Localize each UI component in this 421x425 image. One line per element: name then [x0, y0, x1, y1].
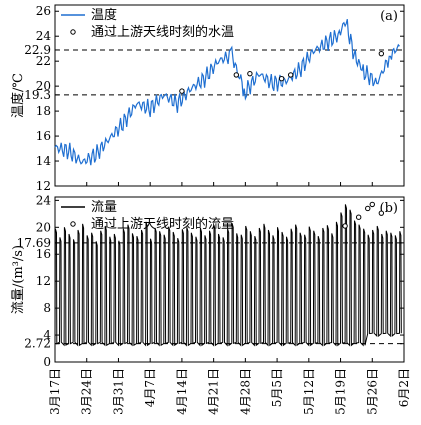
legend-entry-markers: 通过上游天线时刻的水温: [91, 24, 234, 40]
legend-marker-swatch: [70, 29, 76, 35]
x-tick-label: 3月17日: [48, 368, 62, 415]
detection-marker: [287, 72, 294, 78]
detection-marker: [342, 223, 348, 229]
temperature-series-line: [54, 19, 400, 166]
y-tick-label: 22: [36, 54, 51, 68]
temperature-panel: 12 14 16 18 20 22 24 26 22.9 19.3温度/℃ (a) 温度通过上游天线时…: [10, 4, 405, 193]
x-tick-label: 4月7日: [143, 368, 157, 407]
detection-marker: [355, 214, 362, 220]
x-tick-label: 5月5日: [270, 368, 284, 407]
x-tick-label: 3月24日: [80, 368, 94, 415]
reference-line-label: 22.9: [24, 43, 51, 57]
y-tick-label: 20: [36, 79, 51, 93]
shared-date-axis: 3月17日 3月24日 3月31日 4月7日 4月14日 4月21日 4月28日 5月5日 5月…: [48, 182, 411, 415]
y-tick-label: 12: [36, 274, 51, 288]
detection-marker: [369, 201, 375, 208]
reference-line-label: 19.3: [24, 88, 51, 102]
detection-marker: [365, 205, 371, 212]
panel-tag: (b): [380, 201, 398, 216]
y-tick-label: 16: [36, 129, 51, 143]
y-axis-label: 流量/(m³/s): [11, 245, 26, 314]
y-tick-label: 16: [36, 247, 51, 261]
panel-tag: (a): [380, 9, 398, 24]
y-tick-label: 24: [36, 193, 52, 207]
y-tick-label: 2.72: [24, 337, 51, 351]
detection-marker: [247, 70, 253, 77]
legend-entry-series: 温度: [91, 7, 117, 23]
y-tick-label: 17.69: [17, 236, 51, 250]
x-tick-label: 5月12日: [302, 368, 316, 415]
x-tick-label: 4月21日: [207, 368, 221, 415]
plot-frame: [54, 4, 405, 187]
y-tick-label: 4: [43, 328, 51, 342]
y-tick-label: 14: [36, 154, 52, 168]
detection-marker: [179, 88, 185, 94]
detection-marker: [278, 75, 285, 82]
x-tick-label: 6月2日: [397, 368, 411, 407]
y-axis-label: 温度/℃: [10, 73, 26, 118]
x-tick-label: 3月31日: [111, 368, 125, 415]
y-tick-label: 24: [36, 29, 52, 43]
x-tick-label: 5月26日: [365, 368, 379, 415]
y-tick-label: 20: [36, 220, 51, 234]
flow-series-line: [54, 204, 402, 347]
legend-entry-series: 流量: [91, 200, 117, 215]
x-tick-label: 5月19日: [334, 368, 348, 415]
y-tick-label: 12: [36, 179, 51, 193]
y-tick-label: 8: [43, 301, 51, 315]
detection-marker: [378, 210, 385, 216]
x-tick-label: 4月28日: [238, 368, 252, 415]
y-tick-label: 0: [43, 355, 51, 369]
detection-marker: [233, 72, 239, 78]
y-tick-label: 18: [36, 104, 51, 118]
y-tick-label: 26: [36, 4, 51, 18]
legend-marker-swatch: [70, 221, 76, 227]
detection-marker: [378, 50, 385, 57]
legend-entry-markers: 通过上游天线时刻的流量: [91, 216, 234, 232]
x-tick-label: 4月14日: [175, 368, 189, 415]
